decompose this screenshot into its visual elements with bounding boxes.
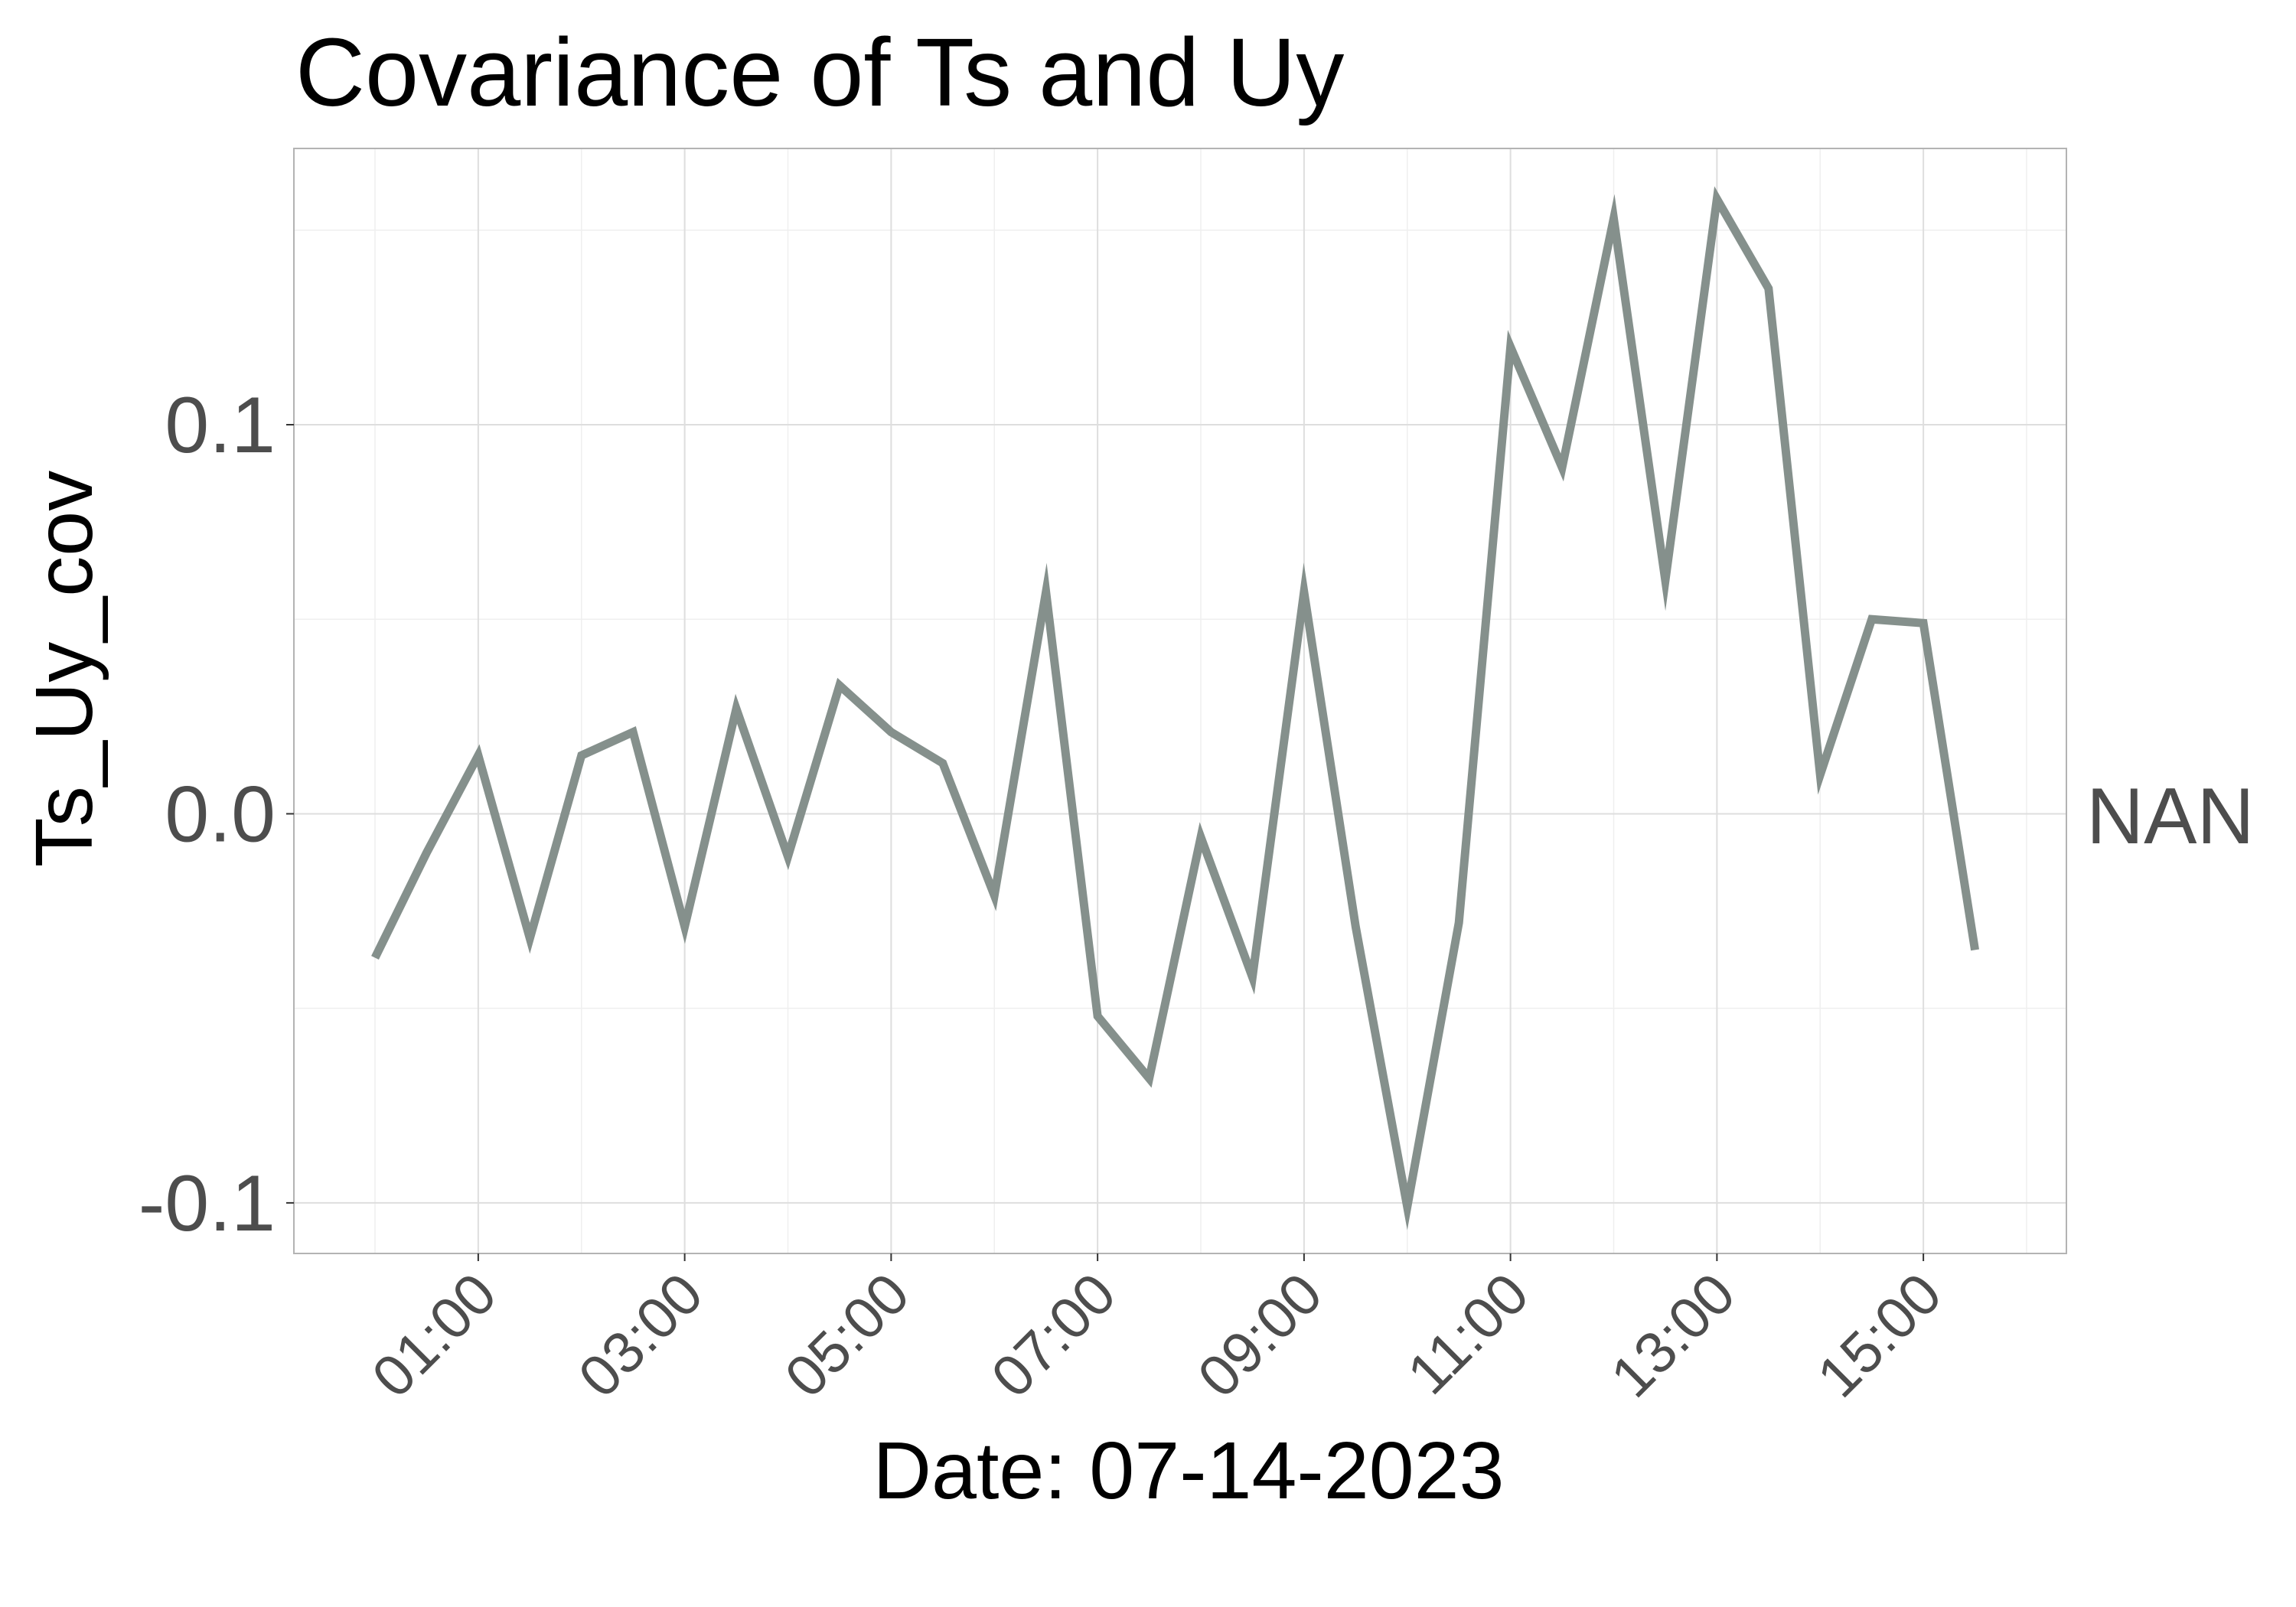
x-tick-label: 13:00 (1599, 1261, 1748, 1410)
series-layer (371, 186, 1979, 1231)
major-gridlines (294, 148, 2066, 1253)
x-tick-label: 03:00 (566, 1261, 716, 1410)
y-tick-label: 0.1 (165, 381, 276, 470)
y-axis-tick-labels: -0.1 0.0 0.1 (139, 381, 294, 1248)
x-axis-title: Date: 07-14-2023 (872, 1426, 1504, 1516)
x-tick-label: 15:00 (1805, 1261, 1955, 1410)
chart-title: Covariance of Ts and Uy (295, 18, 1344, 126)
y-axis-title: Ts_Uy_cov (19, 471, 109, 867)
plot-panel-border (293, 148, 2067, 1254)
minor-gridlines (294, 148, 2066, 1253)
nan-side-label: NAN (2086, 772, 2255, 861)
y-tick-label: 0.0 (165, 770, 276, 859)
x-tick-label: 01:00 (360, 1261, 509, 1410)
series-line (371, 186, 1979, 1231)
x-tick-label: 09:00 (1186, 1261, 1335, 1410)
x-axis-tick-labels: 01:00 03:00 05:00 07:00 09:00 11:00 13:00 15:00 (360, 1253, 1954, 1410)
y-tick-label: -0.1 (139, 1159, 276, 1248)
x-tick-label: 05:00 (773, 1261, 922, 1410)
x-tick-label: 07:00 (980, 1261, 1129, 1410)
x-tick-label: 11:00 (1395, 1261, 1541, 1407)
